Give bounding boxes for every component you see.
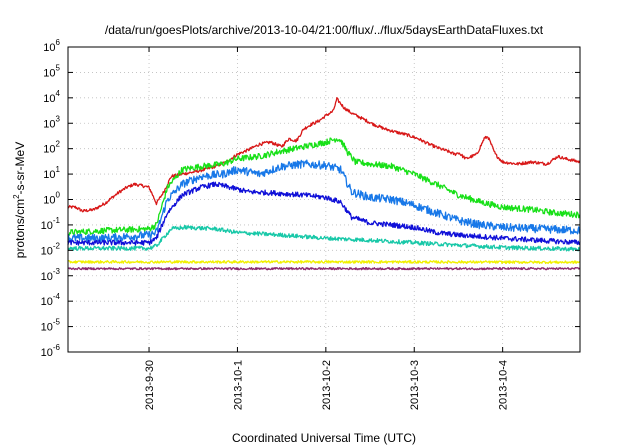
x-tick-label: 2013-10-3 [409, 360, 421, 410]
y-tick-label: 10-4 [41, 292, 61, 308]
series-line-6 [67, 260, 581, 265]
series-line-1 [67, 97, 581, 213]
y-tick-label-base: 10 [41, 347, 53, 359]
y-tick-label-base: 10 [43, 67, 55, 79]
y-tick-label-exp: 4 [56, 89, 61, 98]
y-axis-ticks: 10-610-510-410-310-210-11001011021031041… [41, 38, 580, 359]
y-tick-label-base: 10 [43, 169, 55, 181]
y-tick-label: 10-5 [41, 318, 61, 334]
y-tick-label-exp: -5 [53, 318, 61, 327]
y-tick-label-base: 10 [41, 322, 53, 334]
y-tick-label-exp: 1 [56, 165, 61, 174]
x-tick-label: 2013-10-4 [498, 360, 510, 410]
y-tick-label: 10-6 [41, 343, 61, 359]
series-group [67, 97, 581, 271]
y-tick-label: 10-2 [41, 241, 61, 257]
y-tick-label-base: 10 [41, 271, 53, 283]
x-axis-ticks: 2013-9-30 2013-10-1 2013-10-2 2013-10-3 2013… [144, 47, 510, 410]
y-tick-label: 102 [43, 140, 60, 156]
x-tick-label: 2013-10-1 [232, 360, 244, 410]
y-tick-label-exp: -4 [53, 292, 61, 301]
y-axis-label: protons/cm2-s-sr-MeV [12, 142, 27, 258]
x-tick-label: 2013-9-30 [144, 360, 156, 410]
y-axis-label-rest: -s-sr-MeV [13, 142, 27, 195]
series-line-3 [67, 159, 581, 243]
y-tick-label-exp: 6 [56, 38, 61, 47]
y-tick-label-exp: -1 [53, 216, 61, 225]
series-line-5 [67, 224, 581, 252]
y-tick-label-exp: 2 [56, 140, 61, 149]
y-tick-label: 100 [43, 191, 60, 207]
series-line-4 [67, 181, 581, 246]
y-tick-label-base: 10 [41, 296, 53, 308]
y-axis-label-sup: 2 [12, 194, 21, 199]
y-tick-label-exp: -3 [53, 267, 61, 276]
y-tick-label-exp: 3 [56, 114, 61, 123]
series-line-2 [67, 137, 581, 236]
y-tick-label-exp: -6 [53, 343, 61, 352]
y-axis-label-base: protons/cm [13, 199, 27, 258]
y-tick-label: 104 [43, 89, 60, 105]
y-tick-label-base: 10 [43, 144, 55, 156]
x-tick-label: 2013-10-2 [321, 360, 333, 410]
y-tick-label: 106 [43, 38, 60, 54]
series-line-7 [67, 267, 581, 271]
y-tick-label-base: 10 [43, 195, 55, 207]
y-tick-label-base: 10 [43, 93, 55, 105]
y-tick-label-base: 10 [43, 118, 55, 130]
y-tick-label-exp: -2 [53, 241, 61, 250]
y-tick-label-base: 10 [43, 42, 55, 54]
y-tick-label-base: 10 [41, 245, 53, 257]
y-tick-label: 105 [43, 63, 60, 79]
x-axis-label: Coordinated Universal Time (UTC) [232, 431, 416, 445]
y-tick-label: 103 [43, 114, 60, 130]
y-tick-label-base: 10 [41, 220, 53, 232]
y-tick-label-exp: 0 [56, 191, 61, 200]
y-tick-label: 10-3 [41, 267, 61, 283]
chart-title: /data/run/goesPlots/archive/2013-10-04/2… [105, 23, 544, 37]
y-tick-label-exp: 5 [56, 63, 61, 72]
y-tick-label: 101 [43, 165, 60, 181]
y-tick-label: 10-1 [41, 216, 61, 232]
